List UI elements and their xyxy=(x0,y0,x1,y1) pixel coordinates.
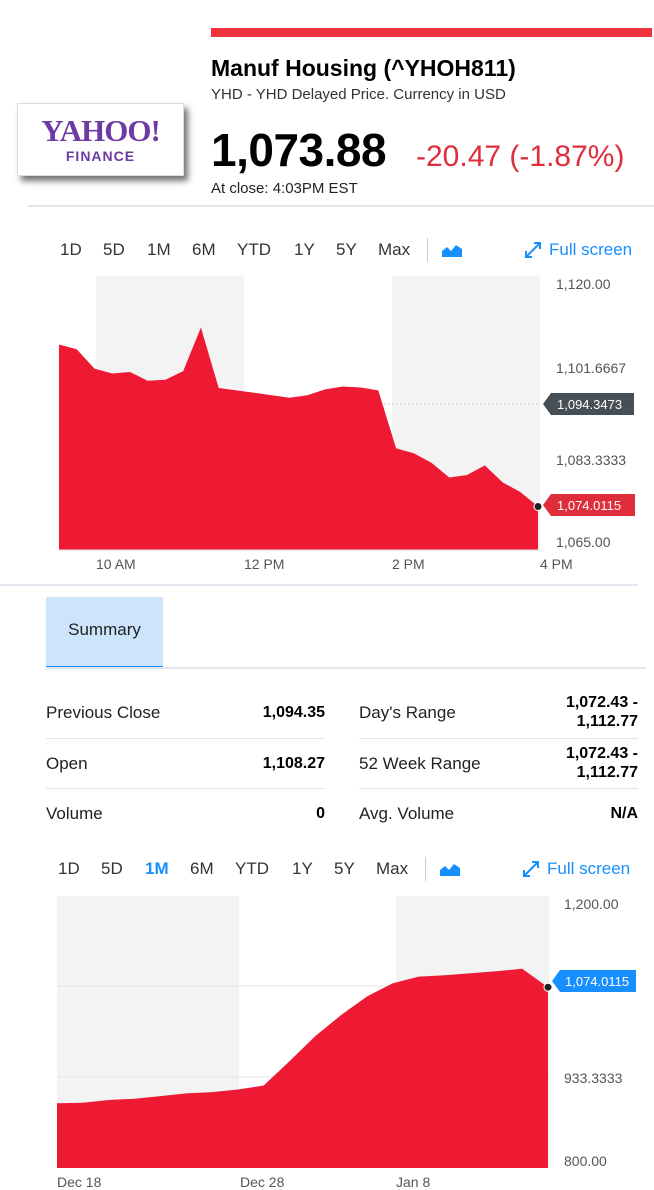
quote-change: -20.47 (-1.87%) xyxy=(416,140,625,173)
52-week-range-value: 1,072.43 - 1,112.77 xyxy=(565,745,638,781)
x-tick: 2 PM xyxy=(392,556,425,572)
range-1m[interactable]: 1M xyxy=(147,240,171,259)
open-value: 1,108.27 xyxy=(262,755,325,772)
tab-underline xyxy=(46,667,646,669)
chart1-intraday: 1,120.00 1,101.6667 1,083.3333 1,065.00 … xyxy=(59,276,635,572)
range-1y[interactable]: 1Y xyxy=(294,240,315,259)
current-price-label: 1,074.0115 xyxy=(565,974,629,989)
prev-close-label: 1,094.3473 xyxy=(557,397,622,412)
price-area-series xyxy=(59,327,538,550)
current-price-flag xyxy=(543,494,635,516)
last-price-dot xyxy=(543,982,553,992)
range-1m[interactable]: 1M xyxy=(145,859,169,878)
y-tick: 1,120.00 xyxy=(556,276,611,292)
fullscreen-button[interactable]: Full screen xyxy=(547,859,631,878)
chart-type-icon[interactable] xyxy=(439,861,461,882)
fullscreen-icon[interactable] xyxy=(522,860,540,883)
y-tick: 1,200.00 xyxy=(564,896,619,912)
x-tick: 4 PM xyxy=(540,556,573,572)
volume-label: Volume xyxy=(46,804,103,823)
previous-close-label: Previous Close xyxy=(46,703,161,722)
logo-text: YAHOO! xyxy=(41,113,161,148)
tab-summary[interactable]: Summary xyxy=(46,597,163,669)
52-week-range-label: 52 Week Range xyxy=(359,754,481,773)
range-separator xyxy=(425,857,426,881)
y-tick: 1,065.00 xyxy=(556,534,611,550)
volume-value: 0 xyxy=(316,805,325,822)
x-tick: Dec 28 xyxy=(240,1174,285,1190)
row-divider xyxy=(359,788,638,789)
range-ytd[interactable]: YTD xyxy=(237,240,271,259)
quote-subtitle: YHD - YHD Delayed Price. Currency in USD xyxy=(211,86,506,103)
chart2-monthly: 1,200.00 933.3333 800.00 1,074.0115 Dec … xyxy=(57,896,636,1190)
range-5d[interactable]: 5D xyxy=(103,240,125,259)
range-ytd[interactable]: YTD xyxy=(235,859,269,878)
x-tick: 12 PM xyxy=(244,556,284,572)
prev-close-flag xyxy=(543,393,634,415)
y-tick: 1,101.6667 xyxy=(556,360,626,376)
divider xyxy=(0,584,638,586)
range-max[interactable]: Max xyxy=(376,859,409,878)
range-1d[interactable]: 1D xyxy=(58,859,80,878)
divider xyxy=(28,205,654,207)
yahoo-finance-logo: YAHOO! FINANCE xyxy=(17,103,184,176)
logo-subtext: FINANCE xyxy=(65,148,136,164)
quote-title: Manuf Housing (^YHOH811) xyxy=(211,55,516,81)
current-price-flag xyxy=(552,970,636,992)
close-time: At close: 4:03PM EST xyxy=(211,180,358,197)
avg-volume-value: N/A xyxy=(610,805,638,822)
row-divider xyxy=(46,788,325,789)
range-5y[interactable]: 5Y xyxy=(336,240,357,259)
previous-close-value: 1,094.35 xyxy=(262,704,325,721)
y-tick: 933.3333 xyxy=(564,1070,623,1086)
range-1d[interactable]: 1D xyxy=(60,240,82,259)
top-accent-bar xyxy=(211,28,652,37)
x-tick: Dec 18 xyxy=(57,1174,102,1190)
last-price-dot xyxy=(533,502,543,511)
range-max[interactable]: Max xyxy=(378,240,411,259)
y-tick: 1,083.3333 xyxy=(556,452,626,468)
range-5d[interactable]: 5D xyxy=(101,859,123,878)
days-range-value: 1,072.43 - 1,112.77 xyxy=(565,694,638,730)
chart-type-icon[interactable] xyxy=(441,242,463,263)
open-label: Open xyxy=(46,754,88,773)
current-price-label: 1,074.0115 xyxy=(557,498,621,513)
fullscreen-icon[interactable] xyxy=(524,241,542,264)
range-6m[interactable]: 6M xyxy=(190,859,214,878)
quote-price: 1,073.88 xyxy=(211,124,387,176)
tab-summary-label: Summary xyxy=(68,620,141,639)
price-area-series xyxy=(57,968,548,1168)
y-tick: 800.00 xyxy=(564,1153,607,1169)
range-1y[interactable]: 1Y xyxy=(292,859,313,878)
summary-table: Previous Close 1,094.35 Day's Range 1,07… xyxy=(0,680,654,830)
days-range-label: Day's Range xyxy=(359,703,456,722)
range-separator xyxy=(427,238,428,262)
chart1-range-bar: 1D 5D 1M 6M YTD 1Y 5Y Max Full screen xyxy=(0,238,654,264)
row-divider xyxy=(359,738,638,739)
row-divider xyxy=(46,738,325,739)
range-5y[interactable]: 5Y xyxy=(334,859,355,878)
fullscreen-button[interactable]: Full screen xyxy=(549,240,633,259)
x-tick: 10 AM xyxy=(96,556,136,572)
x-tick: Jan 8 xyxy=(396,1174,430,1190)
range-6m[interactable]: 6M xyxy=(192,240,216,259)
chart2-range-bar: 1D 5D 1M 6M YTD 1Y 5Y Max Full screen xyxy=(0,857,654,883)
avg-volume-label: Avg. Volume xyxy=(359,804,455,823)
